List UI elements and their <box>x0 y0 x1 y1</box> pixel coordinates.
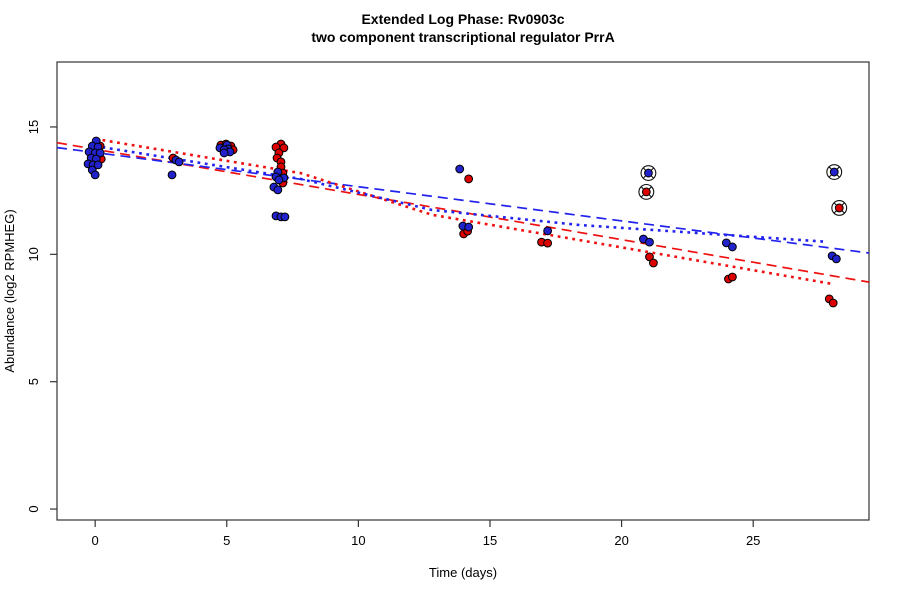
data-point-blue <box>831 254 841 264</box>
x-tick-label: 25 <box>746 533 760 548</box>
data-point-blue <box>645 237 654 247</box>
y-tick-label: 0 <box>26 505 41 512</box>
y-axis-label: Abundance (log2 RPMHEG) <box>2 209 17 372</box>
y-tick-label: 10 <box>26 247 41 261</box>
data-point-blue <box>273 185 283 195</box>
x-tick-label: 15 <box>483 533 497 548</box>
y-tick-label: 15 <box>26 120 41 134</box>
x-tick-label: 5 <box>223 533 230 548</box>
data-point-blue <box>455 164 465 174</box>
data-point-blue <box>167 170 177 180</box>
data-point-blue <box>727 242 737 252</box>
data-point-red <box>649 258 658 268</box>
data-point-red <box>834 203 844 213</box>
data-point-blue <box>93 160 103 170</box>
data-point-blue <box>95 148 105 158</box>
data-point-red <box>464 174 474 184</box>
data-point-blue <box>274 175 284 185</box>
data-point-red <box>727 272 737 282</box>
outlier-ring <box>831 200 848 216</box>
y-tick-label: 5 <box>26 378 41 385</box>
data-point-red <box>543 238 553 248</box>
chart-title: Extended Log Phase: Rv0903c <box>361 11 564 27</box>
outlier-ring <box>826 164 843 180</box>
data-point-red <box>641 187 651 197</box>
data-point-red <box>828 298 838 308</box>
plot-box <box>56 61 870 521</box>
data-point-blue <box>543 226 553 236</box>
x-tick-label: 20 <box>614 533 628 548</box>
data-point-blue <box>90 170 100 180</box>
data-point-blue <box>721 238 731 248</box>
fit-line-blue-dashed <box>56 146 870 254</box>
data-point-blue <box>280 212 290 222</box>
fit-line-red-dotted <box>94 137 833 286</box>
data-point-blue <box>174 157 184 167</box>
fit-line-blue-dotted <box>94 144 827 244</box>
data-point-blue <box>644 168 653 178</box>
outlier-ring <box>640 165 657 182</box>
data-point-red <box>645 252 654 262</box>
data-point-blue <box>464 222 474 232</box>
outlier-ring <box>638 183 655 200</box>
x-tick-label: 0 <box>92 533 99 548</box>
x-axis-label: Time (days) <box>429 565 497 580</box>
x-tick-label: 10 <box>351 533 365 548</box>
data-point-blue <box>829 167 839 177</box>
data-point-blue <box>219 148 229 158</box>
plot-area: 0 5 10 15 20 25 0 5 10 15 <box>26 61 870 548</box>
chart-subtitle: two component transcriptional regulator … <box>311 29 614 45</box>
